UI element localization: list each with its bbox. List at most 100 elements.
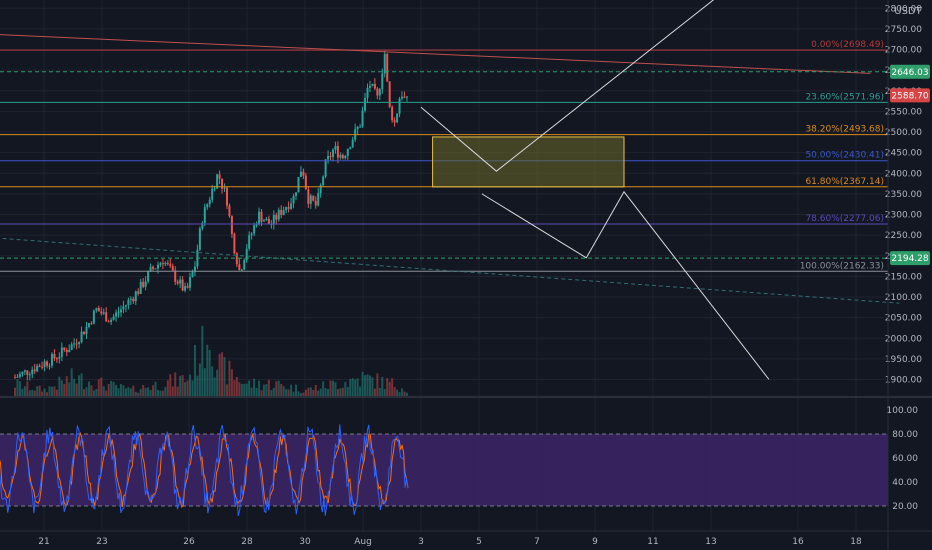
volume-bar bbox=[349, 378, 352, 396]
candle-body bbox=[376, 88, 379, 96]
volume-bar bbox=[396, 389, 399, 396]
candle-body bbox=[336, 146, 339, 158]
candle-body bbox=[258, 211, 261, 225]
candle-body bbox=[75, 343, 78, 345]
candle-body bbox=[18, 373, 21, 377]
candle-body bbox=[41, 366, 44, 368]
volume-bar bbox=[295, 384, 298, 396]
candle-body bbox=[144, 281, 147, 287]
candle-body bbox=[218, 174, 221, 179]
volume-bar bbox=[290, 384, 293, 396]
volume-bar bbox=[181, 375, 184, 396]
candle-body bbox=[107, 321, 110, 323]
drawings-layer[interactable] bbox=[0, 0, 900, 380]
volume-bar bbox=[398, 392, 401, 396]
candle-body bbox=[171, 265, 174, 271]
candle-body bbox=[371, 83, 374, 86]
candle-body bbox=[80, 331, 83, 343]
time-tick-label: 11 bbox=[647, 537, 658, 547]
stochastic-band bbox=[0, 434, 888, 506]
volume-bar bbox=[258, 380, 261, 396]
candle-body bbox=[319, 184, 322, 194]
volume-bar bbox=[144, 388, 147, 396]
price-tick-label: 2400.00 bbox=[885, 169, 922, 179]
currency-label: USDT bbox=[894, 6, 922, 17]
candle-body bbox=[97, 308, 100, 312]
volume-bar bbox=[235, 376, 238, 396]
price-tick-label: 2700.00 bbox=[885, 46, 922, 56]
candle-body bbox=[23, 370, 26, 372]
volume-bar bbox=[255, 387, 258, 396]
candle-body bbox=[21, 371, 24, 374]
price-tag bbox=[890, 251, 930, 266]
candle-body bbox=[85, 326, 88, 335]
candle-body bbox=[68, 349, 71, 353]
volume-bar bbox=[191, 380, 194, 396]
volume-bar bbox=[253, 378, 256, 396]
price-tick-label: 2250.00 bbox=[885, 231, 922, 241]
candle-body bbox=[221, 178, 224, 189]
candle-body bbox=[87, 323, 90, 327]
volume-bar bbox=[159, 390, 162, 396]
candle-body bbox=[248, 235, 251, 249]
candle-body bbox=[137, 291, 140, 294]
volume-bar bbox=[265, 384, 268, 396]
volume-bar bbox=[272, 387, 275, 396]
volume-bar bbox=[339, 388, 342, 396]
price-tick-label: 2000.00 bbox=[885, 334, 922, 344]
candle-body bbox=[16, 376, 19, 378]
volume-bar bbox=[198, 363, 201, 396]
candle-body bbox=[334, 146, 337, 150]
volume-bar bbox=[58, 376, 61, 396]
volume-bar bbox=[154, 381, 157, 396]
candle-body bbox=[184, 286, 187, 291]
candle-body bbox=[36, 365, 39, 372]
candle-body bbox=[73, 343, 76, 345]
candle-body bbox=[250, 233, 253, 236]
volume-bar bbox=[282, 386, 285, 396]
volume-bar bbox=[275, 381, 278, 396]
price-tick-label: 2750.00 bbox=[885, 25, 922, 35]
volume-bar bbox=[354, 379, 357, 396]
volume-bar bbox=[26, 381, 29, 396]
time-tick-label: 5 bbox=[476, 537, 482, 547]
volume-bar bbox=[331, 380, 334, 396]
candle-body bbox=[339, 154, 342, 158]
volume-bar bbox=[221, 352, 224, 396]
candle-body bbox=[83, 331, 86, 335]
time-tick-label: 28 bbox=[241, 537, 253, 547]
candle-body bbox=[213, 188, 216, 190]
volume-bar bbox=[149, 390, 152, 396]
candle-body bbox=[322, 176, 325, 185]
volume-bar bbox=[208, 349, 211, 396]
candle-body bbox=[331, 149, 334, 157]
candle-body bbox=[295, 192, 298, 196]
volume-bar bbox=[361, 371, 364, 396]
candle-body bbox=[238, 264, 241, 270]
volume-bar bbox=[240, 383, 243, 396]
volume-bar bbox=[14, 387, 16, 396]
price-tag bbox=[890, 88, 930, 103]
volume-bar bbox=[119, 383, 122, 396]
candle-body bbox=[302, 171, 305, 176]
candle-body bbox=[233, 234, 236, 254]
candle-body bbox=[211, 188, 214, 200]
candle-body bbox=[359, 126, 362, 128]
volume-bar bbox=[341, 387, 344, 396]
volume-bar bbox=[373, 388, 376, 396]
volume-bar bbox=[100, 377, 103, 396]
volume-bar bbox=[307, 387, 310, 396]
candle-body bbox=[176, 281, 179, 284]
volume-bar bbox=[243, 383, 246, 396]
volume-bar bbox=[46, 392, 49, 396]
candle-body bbox=[191, 271, 194, 278]
target-zone-rectangle bbox=[432, 136, 625, 188]
candle-body bbox=[297, 176, 300, 193]
candle-body bbox=[139, 281, 142, 294]
candle-body bbox=[201, 222, 204, 229]
candle-body bbox=[193, 266, 196, 272]
candle-body bbox=[92, 310, 95, 324]
fib-retracement[interactable]: 0.00%(2698.49) 23.60%(2571.96) 38.20%(2493… bbox=[0, 40, 888, 272]
